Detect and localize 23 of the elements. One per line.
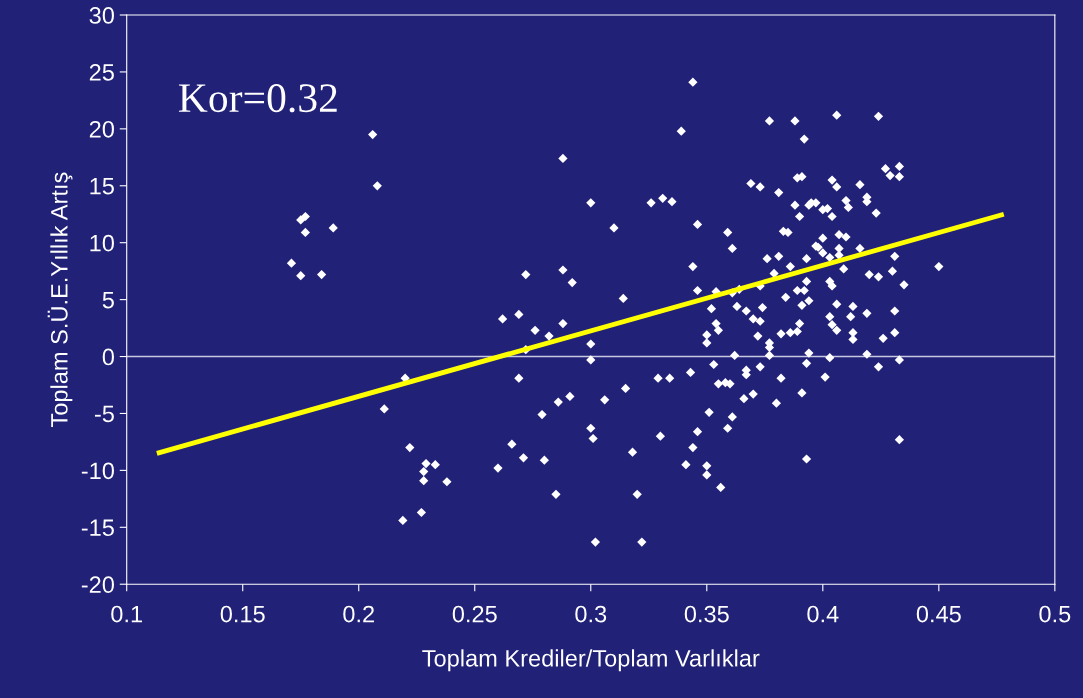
x-tick-label: 0.2 xyxy=(343,605,374,623)
x-tick-label: 0.45 xyxy=(916,605,961,623)
x-tick-label: 0.4 xyxy=(807,605,839,623)
y-tick-label: 0 xyxy=(102,348,114,366)
y-tick-label: 25 xyxy=(89,64,114,81)
x-axis-title: Toplam Krediler/Toplam Varlıklar xyxy=(422,649,760,672)
y-tick-label: 20 xyxy=(89,120,114,138)
y-tick-label: 5 xyxy=(102,291,114,309)
y-tick-label: 10 xyxy=(90,234,114,252)
y-tick-label: 15 xyxy=(90,178,114,195)
x-tick-label: 0.1 xyxy=(111,605,142,623)
y-tick-label: -15 xyxy=(81,519,114,537)
x-tick-label: 0.15 xyxy=(220,605,265,623)
x-tick-label: 0.25 xyxy=(452,605,497,623)
y-tick-label: -20 xyxy=(81,576,114,594)
annotation: Kor=0.32 xyxy=(178,84,337,113)
y-tick-label: 30 xyxy=(89,7,114,24)
y-axis-title: Toplam S.Ü.E.Yıllık Artış xyxy=(47,172,73,428)
x-tick-label: 0.3 xyxy=(575,605,607,623)
y-tick-label: -5 xyxy=(94,405,114,423)
x-tick-label: 0.35 xyxy=(684,605,729,623)
y-tick-label: -10 xyxy=(81,462,114,480)
x-tick-label: 0.5 xyxy=(1039,605,1071,623)
